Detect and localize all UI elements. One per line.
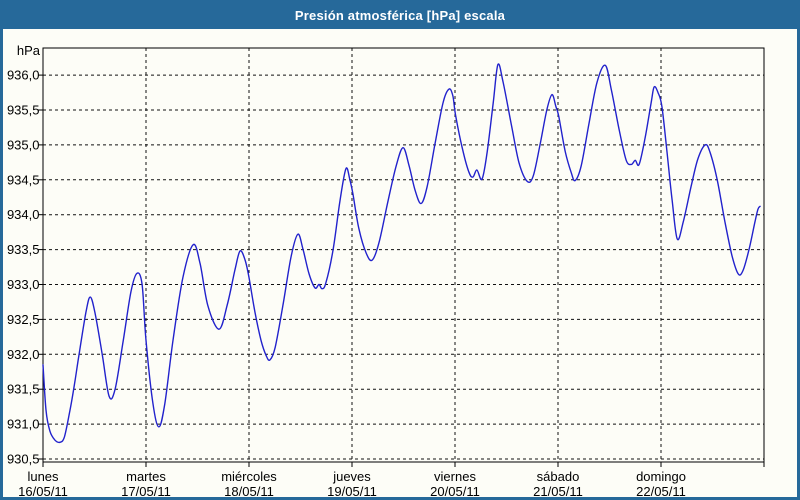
- day-date-label: 17/05/11: [121, 484, 171, 499]
- y-tick-label: 933,0: [7, 277, 40, 292]
- y-tick-label: 931,5: [7, 382, 40, 397]
- day-date-label: 19/05/11: [327, 484, 377, 499]
- pressure-chart: 936,0 935,5 935,0 934,5 934,0 933,5 933,0 932,5…: [7, 47, 765, 499]
- day-name-label: viernes: [434, 469, 476, 484]
- day-name-label: domingo: [636, 469, 686, 484]
- y-tick-label: 932,0: [7, 347, 40, 362]
- day-date-label: 22/05/11: [636, 484, 686, 499]
- day-date-label: 18/05/11: [224, 484, 274, 499]
- y-axis-unit-label: hPa: [16, 43, 40, 58]
- day-date-label: 21/05/11: [533, 484, 583, 499]
- day-name-label: sábado: [537, 469, 580, 484]
- y-tick-label: 932,5: [7, 312, 40, 327]
- day-date-label: 16/05/11: [18, 484, 68, 499]
- day-name-label: lunes: [27, 469, 59, 484]
- window-title: Presión atmosférica [hPa] escala: [294, 8, 506, 23]
- day-name-label: miércoles: [221, 469, 277, 484]
- day-name-label: martes: [126, 469, 166, 484]
- pressure-line: [42, 63, 761, 444]
- y-tick-label: 931,0: [7, 417, 40, 432]
- day-name-label: jueves: [332, 469, 371, 484]
- plot-border: [42, 47, 765, 463]
- y-tick-label: 930,5: [7, 452, 40, 467]
- day-date-label: 20/05/11: [430, 484, 480, 499]
- y-tick-label: 935,5: [7, 103, 40, 118]
- y-tick-label: 934,0: [7, 207, 40, 222]
- y-tick-label: 934,5: [7, 172, 40, 187]
- title-bar: Presión atmosférica [hPa] escala: [3, 3, 797, 29]
- y-tick-label: 936,0: [7, 68, 40, 83]
- y-tick-label: 933,5: [7, 242, 40, 257]
- y-tick-label: 935,0: [7, 137, 40, 152]
